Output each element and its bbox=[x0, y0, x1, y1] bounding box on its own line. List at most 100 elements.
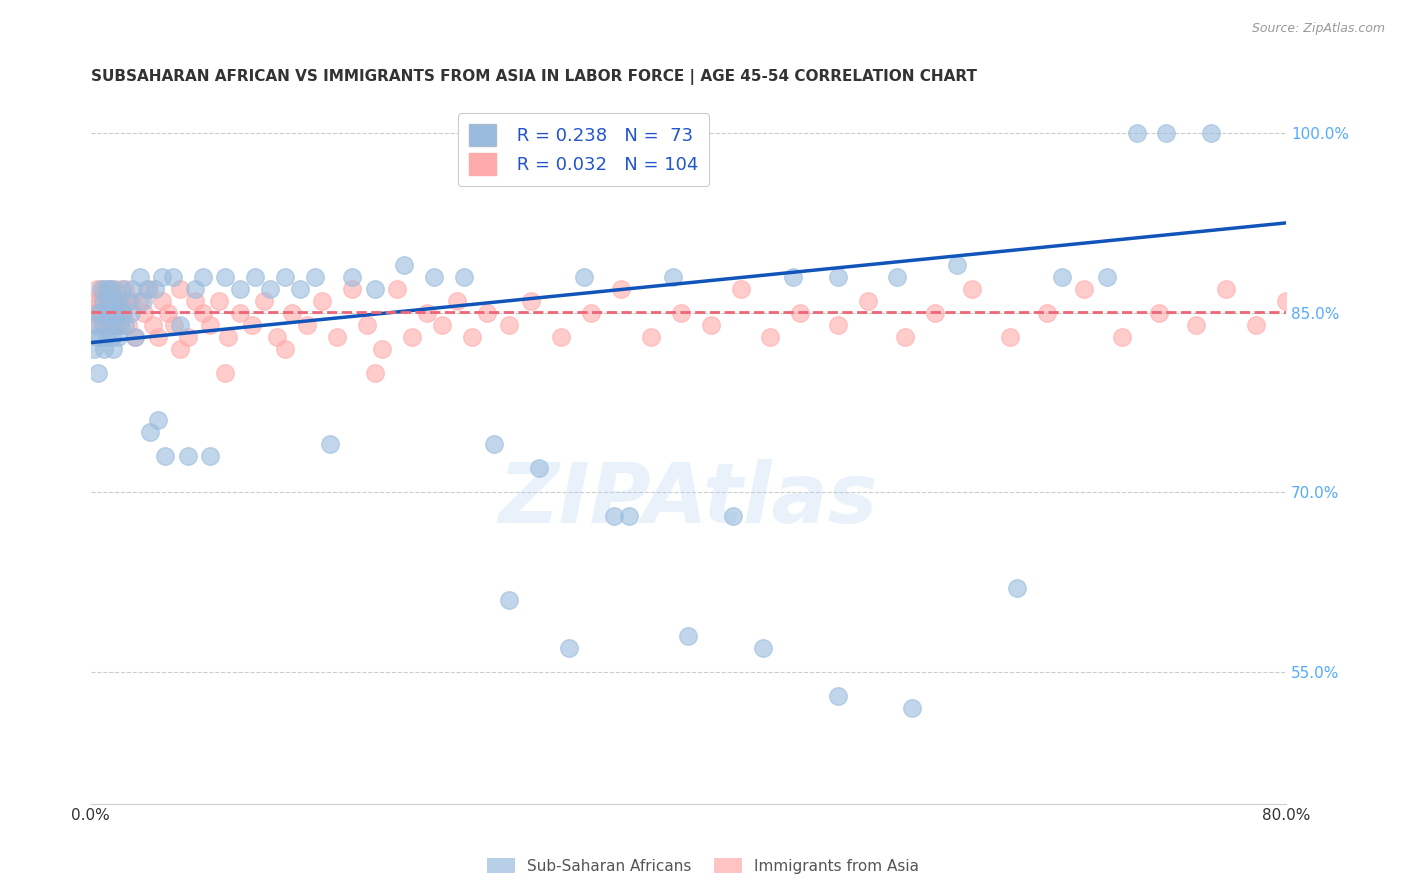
Point bbox=[112, 306, 135, 320]
Point bbox=[184, 282, 207, 296]
Point bbox=[886, 269, 908, 284]
Point bbox=[759, 329, 782, 343]
Point bbox=[363, 366, 385, 380]
Point bbox=[394, 258, 416, 272]
Point bbox=[229, 306, 252, 320]
Point bbox=[430, 318, 453, 332]
Point bbox=[217, 329, 239, 343]
Point bbox=[385, 282, 408, 296]
Point bbox=[253, 293, 276, 308]
Point bbox=[856, 293, 879, 308]
Point bbox=[640, 329, 662, 343]
Point bbox=[108, 306, 131, 320]
Point bbox=[901, 701, 924, 715]
Point bbox=[446, 293, 468, 308]
Point bbox=[124, 329, 146, 343]
Point bbox=[960, 282, 983, 296]
Point bbox=[1334, 282, 1357, 296]
Point bbox=[110, 318, 132, 332]
Point bbox=[453, 269, 475, 284]
Point bbox=[266, 329, 288, 343]
Point bbox=[602, 509, 624, 524]
Point bbox=[498, 593, 520, 607]
Point bbox=[1111, 329, 1133, 343]
Point bbox=[98, 293, 121, 308]
Point bbox=[100, 282, 122, 296]
Point bbox=[93, 342, 115, 356]
Point bbox=[87, 366, 110, 380]
Point bbox=[214, 366, 236, 380]
Point bbox=[98, 318, 121, 332]
Point bbox=[124, 329, 146, 343]
Point bbox=[93, 318, 115, 332]
Point bbox=[550, 329, 572, 343]
Point bbox=[1095, 269, 1118, 284]
Point bbox=[482, 437, 505, 451]
Point bbox=[498, 318, 520, 332]
Point bbox=[121, 282, 143, 296]
Point bbox=[87, 306, 110, 320]
Point bbox=[191, 269, 214, 284]
Point bbox=[146, 329, 169, 343]
Point bbox=[371, 342, 394, 356]
Point bbox=[84, 318, 107, 332]
Point bbox=[90, 306, 112, 320]
Point bbox=[129, 269, 152, 284]
Point bbox=[101, 306, 124, 320]
Point bbox=[572, 269, 595, 284]
Point bbox=[83, 342, 105, 356]
Point bbox=[1050, 269, 1073, 284]
Point bbox=[423, 269, 446, 284]
Point bbox=[117, 293, 139, 308]
Point bbox=[610, 282, 633, 296]
Point bbox=[699, 318, 721, 332]
Point bbox=[527, 461, 550, 475]
Point bbox=[721, 509, 744, 524]
Point bbox=[114, 282, 136, 296]
Point bbox=[96, 329, 118, 343]
Point bbox=[103, 318, 125, 332]
Point bbox=[139, 425, 162, 440]
Point bbox=[163, 318, 186, 332]
Point bbox=[318, 437, 340, 451]
Point bbox=[827, 269, 849, 284]
Point bbox=[111, 293, 134, 308]
Point bbox=[520, 293, 543, 308]
Point bbox=[326, 329, 349, 343]
Point bbox=[243, 269, 266, 284]
Point bbox=[89, 293, 111, 308]
Point bbox=[103, 293, 125, 308]
Point bbox=[240, 318, 263, 332]
Point bbox=[789, 306, 811, 320]
Point bbox=[120, 306, 142, 320]
Point bbox=[416, 306, 439, 320]
Point bbox=[1005, 581, 1028, 595]
Point bbox=[177, 450, 200, 464]
Point bbox=[340, 282, 363, 296]
Point bbox=[1185, 318, 1208, 332]
Point bbox=[662, 269, 685, 284]
Point bbox=[169, 342, 191, 356]
Point bbox=[274, 342, 297, 356]
Point bbox=[107, 329, 129, 343]
Point bbox=[136, 282, 159, 296]
Point bbox=[105, 318, 128, 332]
Point bbox=[730, 282, 752, 296]
Point bbox=[214, 269, 236, 284]
Point bbox=[894, 329, 917, 343]
Point bbox=[96, 306, 118, 320]
Point bbox=[475, 306, 498, 320]
Point bbox=[1244, 318, 1267, 332]
Point bbox=[297, 318, 319, 332]
Point bbox=[97, 306, 120, 320]
Point bbox=[100, 293, 122, 308]
Point bbox=[169, 318, 191, 332]
Point bbox=[340, 269, 363, 284]
Text: Source: ZipAtlas.com: Source: ZipAtlas.com bbox=[1251, 22, 1385, 36]
Point bbox=[94, 306, 117, 320]
Point bbox=[259, 282, 281, 296]
Point bbox=[101, 306, 124, 320]
Point bbox=[150, 293, 173, 308]
Point bbox=[363, 282, 385, 296]
Point bbox=[112, 306, 135, 320]
